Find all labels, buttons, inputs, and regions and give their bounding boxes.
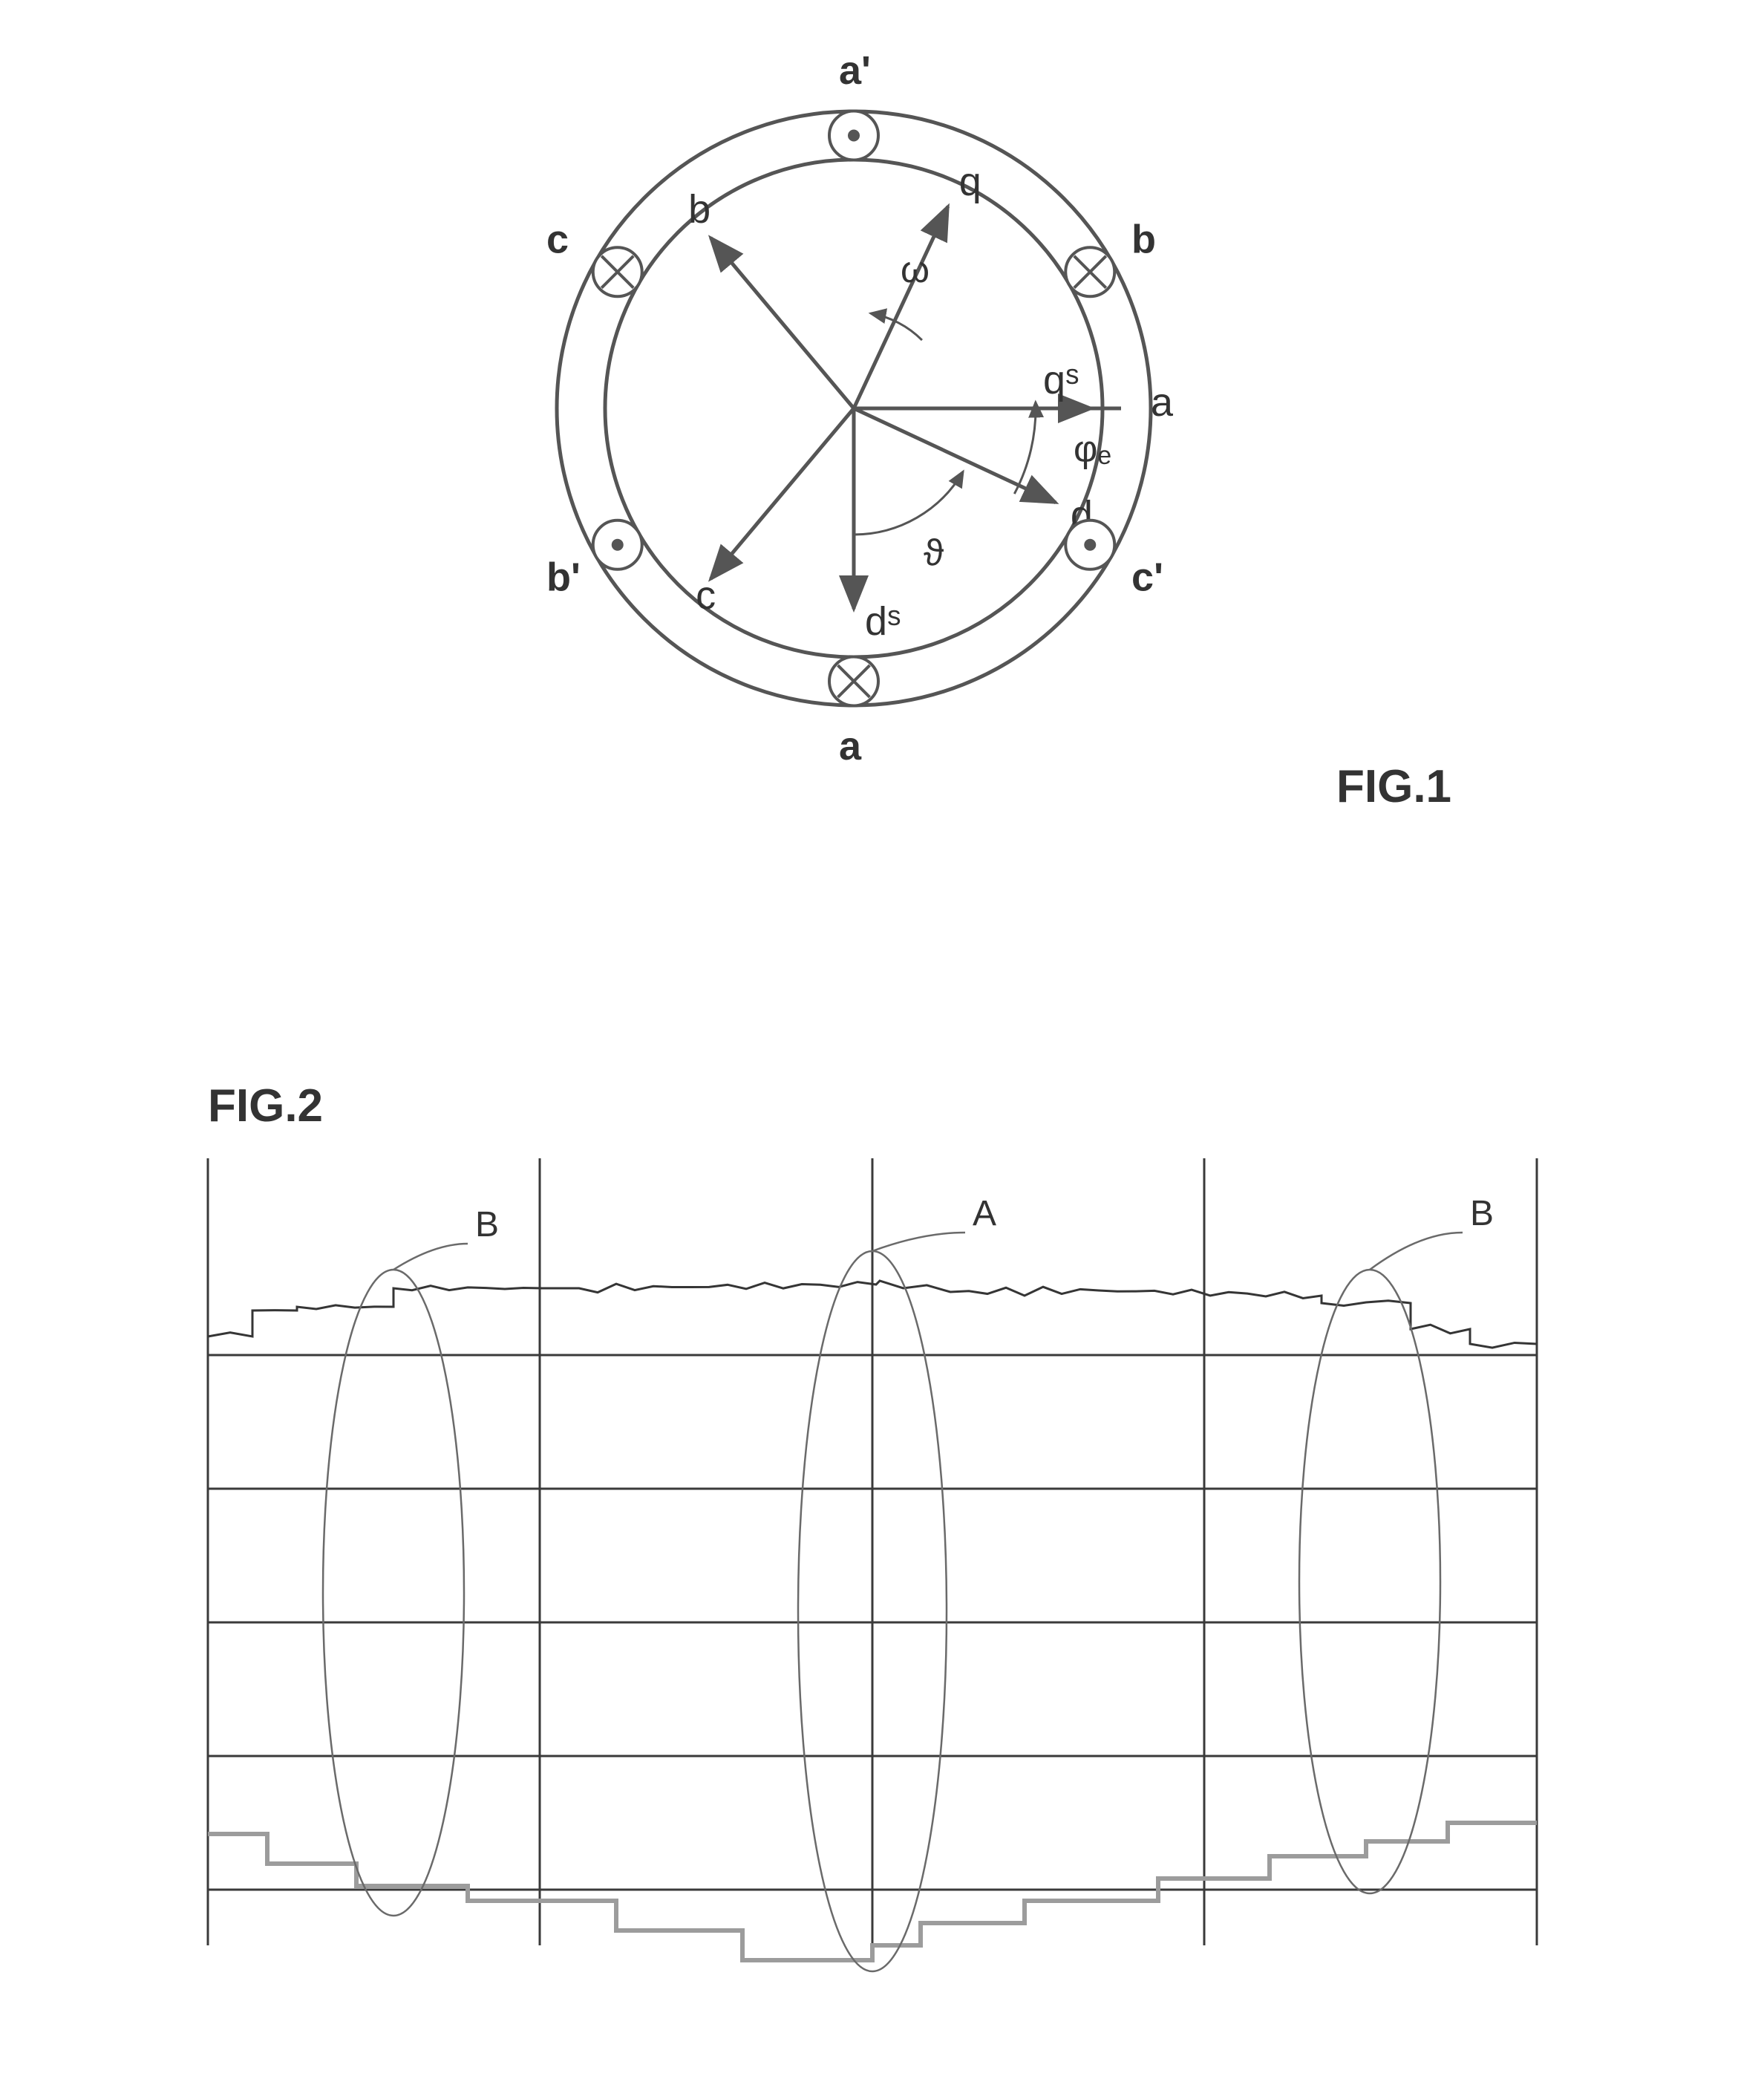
b-axis-label: b [688,187,710,232]
figure-2-label: FIG.2 [208,1080,323,1132]
region-B-right-leader [1370,1233,1463,1270]
q-axis [854,206,948,408]
b-prime-left-label: b' [546,555,581,600]
qs-axis-label: qˢ [1043,358,1079,402]
region-A-label: A [973,1194,996,1233]
figure-2-svg: B A B FIG.2 [0,965,1764,2079]
region-B-left-label: B [475,1205,499,1244]
c-axis-label: c [696,573,716,618]
region-B-right-label: B [1470,1194,1494,1233]
omega-arc-label: ω [901,249,930,290]
region-B-right [1299,1270,1440,1893]
figure-1-label: FIG.1 [1336,761,1451,812]
theta-arc-label: ϑ [924,532,944,573]
phi-arc [1014,402,1036,494]
c-prime-right-dot-icon [1084,539,1096,551]
a-prime-top-dot-icon [848,130,860,142]
b-right-label: b [1131,218,1156,262]
c-axis [710,408,854,579]
b-axis [710,238,854,408]
theta-arc [854,471,963,535]
c-prime-right-label: c' [1131,555,1163,600]
phi-arc-label: φₑ [1074,428,1111,469]
region-B-left [323,1270,464,1916]
a-axis-right-label: a [1151,380,1174,425]
region-B-left-leader [393,1244,468,1270]
a-prime-top-label: a' [839,48,871,93]
d-axis [854,408,1056,503]
c-left-label: c [546,218,569,262]
q-axis-label: q [959,160,981,204]
a-bottom-label: a [839,724,862,768]
region-A-leader [872,1233,965,1251]
figure-1-svg: bqqˢaddˢcωϑφₑa'bc'ab'c FIG.1 [0,0,1764,928]
b-prime-left-dot-icon [612,539,624,551]
ds-axis-label: dˢ [865,599,901,644]
